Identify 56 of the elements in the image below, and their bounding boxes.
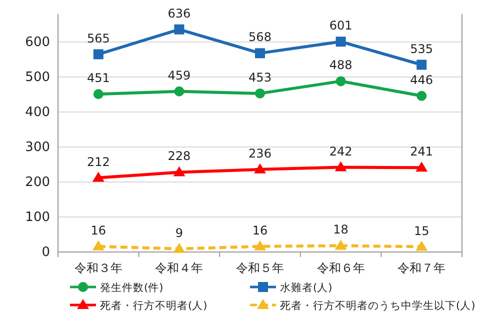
x-tick-label: 令和３年 xyxy=(74,261,122,275)
data-label: 241 xyxy=(410,144,434,159)
point xyxy=(416,60,427,70)
point xyxy=(416,240,428,251)
point xyxy=(174,24,184,34)
data-label: 459 xyxy=(168,68,191,82)
y-tick-label: 400 xyxy=(25,105,50,120)
x-tick-label: 令和７年 xyxy=(398,261,446,275)
data-label: 228 xyxy=(168,149,191,164)
x-tick-label: 令和５年 xyxy=(236,261,284,275)
data-label: 568 xyxy=(248,30,272,44)
point xyxy=(334,240,347,250)
data-label: 9 xyxy=(175,226,184,240)
point xyxy=(334,161,347,172)
data-label: 16 xyxy=(252,223,268,238)
y-tick-label: 100 xyxy=(25,210,50,225)
y-tick-label: 300 xyxy=(25,140,50,155)
point xyxy=(416,162,428,172)
legend-label: 水難者(人) xyxy=(280,281,332,294)
data-label: 636 xyxy=(168,6,191,20)
point xyxy=(174,86,184,96)
y-tick-label: 500 xyxy=(25,70,50,85)
y-tick-label: 200 xyxy=(25,175,50,190)
point xyxy=(254,240,266,250)
point xyxy=(336,36,346,47)
data-label: 212 xyxy=(86,154,110,169)
data-label: 15 xyxy=(414,224,430,238)
data-label: 16 xyxy=(90,223,106,238)
data-label: 236 xyxy=(248,146,272,160)
point xyxy=(255,48,265,58)
point xyxy=(93,89,104,100)
data-label: 535 xyxy=(410,42,434,56)
point xyxy=(92,240,104,250)
point xyxy=(336,76,346,86)
y-tick-label: 0 xyxy=(42,245,50,260)
data-label: 18 xyxy=(333,222,348,237)
data-label: 451 xyxy=(86,71,110,86)
legend-label: 死者・行方不明者(人) xyxy=(100,299,208,312)
point xyxy=(93,49,104,60)
point xyxy=(173,242,186,253)
data-label: 242 xyxy=(329,144,352,158)
point xyxy=(173,166,186,176)
legend-label: 発生件数(件) xyxy=(100,281,164,294)
x-tick-label: 令和４年 xyxy=(155,261,204,275)
data-label: 446 xyxy=(410,72,434,87)
data-label: 453 xyxy=(248,70,272,84)
y-tick-label: 600 xyxy=(25,35,50,50)
point xyxy=(92,172,104,182)
point xyxy=(416,90,427,101)
data-label: 488 xyxy=(329,58,352,72)
data-label: 565 xyxy=(86,31,110,46)
point xyxy=(255,88,265,98)
point xyxy=(254,163,266,174)
legend-label: 死者・行方不明者のうち中学生以下(人) xyxy=(280,299,476,312)
x-tick-label: 令和６年 xyxy=(316,261,365,275)
data-label: 601 xyxy=(329,18,352,33)
